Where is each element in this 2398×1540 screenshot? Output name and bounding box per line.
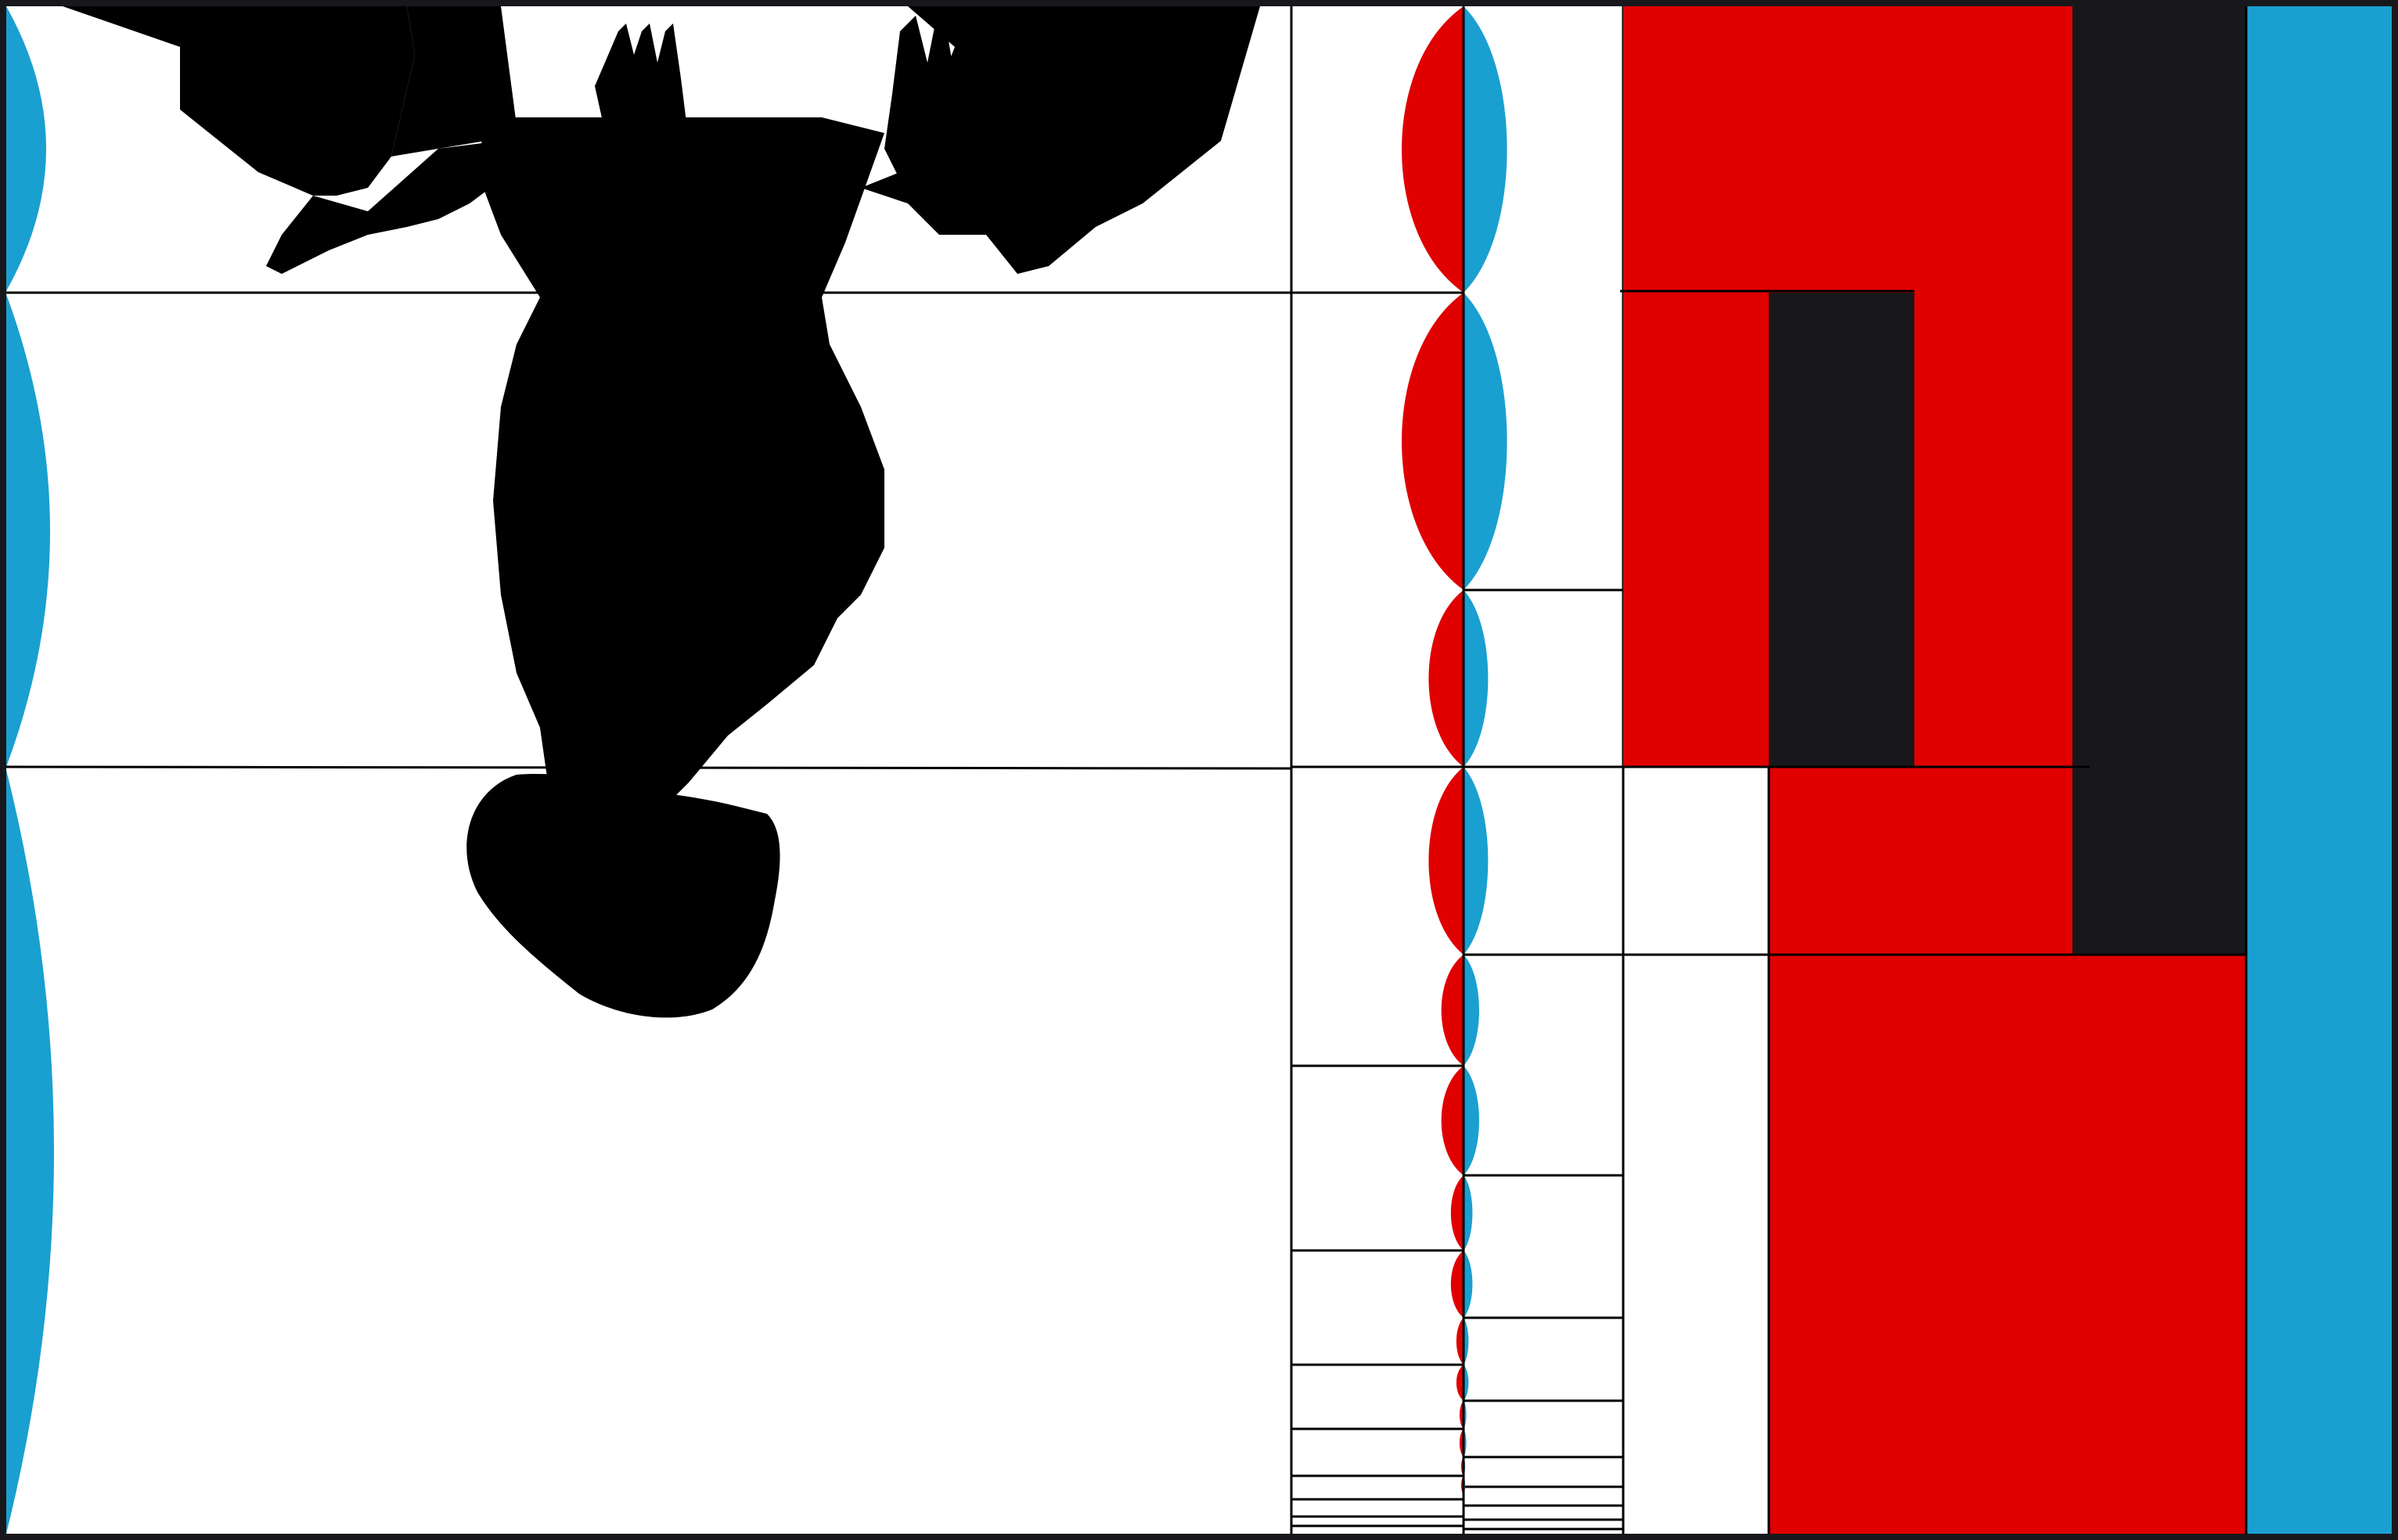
figure-shoulder-left [391, 6, 517, 157]
lens-red-6 [1441, 1066, 1464, 1175]
lens-column [1402, 6, 1507, 1534]
figure-hand-right [884, 16, 978, 180]
lens-blue-1 [1464, 6, 1507, 293]
lens-red-8 [1450, 1250, 1464, 1318]
lens-red-3 [1428, 590, 1464, 767]
figure-hand-left [595, 23, 689, 188]
lens-blue-2 [1464, 293, 1507, 590]
lens-red-2 [1402, 293, 1464, 590]
right-panel [1620, 6, 2392, 1534]
red-block-mid-left [1623, 293, 1769, 767]
lens-red-5 [1441, 955, 1464, 1066]
middle-left-rows [1291, 291, 1464, 1527]
figure-silhouette [63, 6, 1260, 1018]
lens-red-4 [1428, 767, 1464, 955]
red-block-mid-right [1914, 293, 2072, 767]
figure-head [466, 774, 780, 1018]
figure-arm-left [266, 141, 501, 274]
lens-blue-3 [1464, 590, 1489, 767]
figure-sleeve-left [63, 6, 415, 196]
figure-torso [477, 117, 884, 822]
black-block-inner [1769, 293, 1914, 767]
middle-right-rows [1464, 588, 1623, 1531]
left-blue-lens-middle [6, 294, 50, 767]
black-bar-tall [2072, 6, 2246, 955]
lens-blue-10 [1464, 1365, 1469, 1401]
red-block-top [1623, 6, 2072, 293]
left-panel [5, 6, 1292, 1534]
lens-red-10 [1456, 1365, 1464, 1401]
lens-red-1 [1402, 6, 1464, 293]
right-grid-lines [1620, 6, 2248, 1534]
red-block-lower [1769, 767, 2072, 955]
lens-blue-9 [1464, 1318, 1469, 1365]
lens-blue-8 [1464, 1250, 1473, 1318]
left-blue-lens-bottom [6, 770, 54, 1534]
red-block-bottom [1769, 955, 2246, 1534]
lens-red-7 [1450, 1175, 1464, 1250]
left-blue-lens-top [6, 6, 46, 291]
lens-blue-4 [1464, 767, 1489, 955]
lens-blue-5 [1464, 955, 1479, 1066]
lens-red-9 [1456, 1318, 1464, 1365]
lens-blue-7 [1464, 1175, 1473, 1250]
middle-column [1290, 6, 1625, 1534]
lens-blue-6 [1464, 1066, 1479, 1175]
blue-stripe-right [2246, 6, 2392, 1534]
